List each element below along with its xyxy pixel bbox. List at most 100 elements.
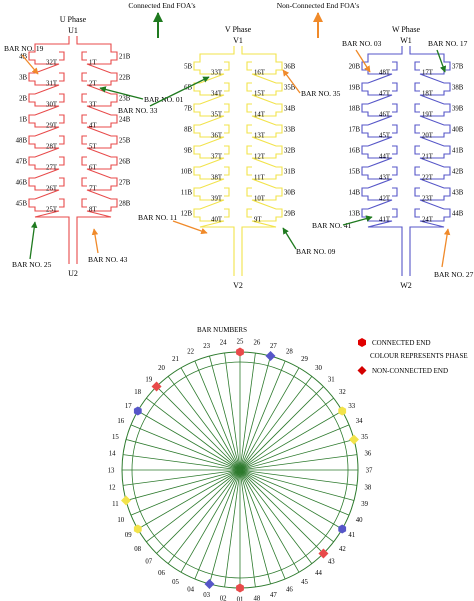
bar-number-label: 39 <box>361 501 368 508</box>
v-phase-winding: V Phase V1 V2 5B 6B 7B 8B 9B 10B 11B 12B 33T 34T 3… <box>181 25 296 290</box>
coil-turn <box>59 135 65 145</box>
bar-label-right-outer: 40B <box>452 127 464 134</box>
callout-bar-35: BAR NO. 35 <box>301 89 341 98</box>
bar-label-left-inner: 42T <box>379 196 391 203</box>
coil-turn <box>59 72 65 82</box>
bar-label-left-outer: 48B <box>16 138 28 145</box>
bar-label-left-outer: 20B <box>349 64 361 71</box>
coil-turn <box>81 156 87 166</box>
legend-connected-label: Connected End FOA's <box>128 1 195 10</box>
bar-spoke <box>137 469 241 530</box>
winding-right-coil <box>76 36 118 264</box>
coil-turn <box>81 93 87 103</box>
bar-label-left-inner: 48T <box>379 70 391 77</box>
coil-turn <box>392 103 398 113</box>
bar-number-label: 29 <box>301 356 308 363</box>
coil-turn <box>81 51 87 61</box>
coil-turn <box>392 61 398 71</box>
bar-number-label: 30 <box>315 365 322 372</box>
connected-end-marker <box>133 406 142 416</box>
bar-number-label: 06 <box>158 570 165 577</box>
bar-number-label: 25 <box>237 339 244 346</box>
w-phase-title: W Phase <box>392 25 421 34</box>
bar-spoke <box>224 352 241 471</box>
bar-label-left-inner: 43T <box>379 175 391 182</box>
bar-number-label: 10 <box>117 517 124 524</box>
bar-label-left-inner: 38T <box>211 175 223 182</box>
bar-number-label: 24 <box>220 340 227 347</box>
winding-left-coil <box>361 46 403 276</box>
bar-label-right-inner: 12T <box>254 154 266 161</box>
u-phase-top-terminal: U1 <box>68 26 78 35</box>
bar-label-right-outer: 36B <box>284 64 296 71</box>
diamond-legend-icon <box>357 366 367 375</box>
bar-label-left-outer: 8B <box>184 127 192 134</box>
coil-turn <box>81 135 87 145</box>
bar-spoke <box>130 469 241 516</box>
bar-number-label: 21 <box>172 356 179 363</box>
bar-spoke <box>239 469 358 486</box>
callout-bar-41-arrow <box>342 215 373 226</box>
bar-label-left-inner: 40T <box>211 217 223 224</box>
bar-label-left-inner: 35T <box>211 112 223 119</box>
callout-bar-19: BAR NO. 19 <box>4 44 44 53</box>
bar-spoke <box>239 469 334 543</box>
bar-number-label: 11 <box>112 501 119 508</box>
bar-spoke <box>239 410 343 471</box>
bottom-legend: CONNECTED END COLOUR REPRESENTS PHASE NO… <box>357 338 468 375</box>
bar-label-right-outer: 30B <box>284 190 296 197</box>
coil-turn <box>246 61 252 71</box>
bar-label-left-outer: 6B <box>184 85 192 92</box>
bar-label-right-inner: 20T <box>422 133 434 140</box>
connected-end-marker <box>338 524 347 534</box>
coil-turn <box>414 82 420 92</box>
bar-number-label: 44 <box>315 570 322 577</box>
bar-number-label: 37 <box>366 468 373 475</box>
bar-label-left-inner: 30T <box>46 102 58 109</box>
bar-spoke <box>239 469 324 554</box>
bar-spoke <box>239 360 286 471</box>
coil-turn <box>392 124 398 134</box>
bar-label-left-inner: 27T <box>46 165 58 172</box>
callout-bar-11-arrow <box>172 220 208 235</box>
coil-turn <box>246 166 252 176</box>
bar-number-label: 40 <box>356 517 363 524</box>
bar-label-right-outer: 38B <box>452 85 464 92</box>
bar-label-left-outer: 19B <box>349 85 361 92</box>
callout-bar-27-arrow <box>441 228 451 268</box>
bar-number-label: 16 <box>117 418 124 425</box>
bar-spoke <box>130 424 241 471</box>
bar-label-right-outer: 37B <box>452 64 464 71</box>
legend-connected-end: CONNECTED END <box>372 339 431 347</box>
bar-label-right-inner: 24T <box>422 217 434 224</box>
w-phase-top-terminal: W1 <box>400 36 412 45</box>
bar-spoke <box>224 469 241 588</box>
bar-spoke <box>180 469 241 573</box>
bar-label-left-outer: 3B <box>19 75 27 82</box>
bar-spoke <box>209 469 241 585</box>
winding-right-coil <box>241 46 283 276</box>
callout-bar-11: BAR NO. 11 <box>138 213 177 222</box>
bar-label-right-inner: 22T <box>422 175 434 182</box>
bar-label-right-inner: 16T <box>254 70 266 77</box>
connected-end-marker <box>236 347 244 357</box>
bar-spoke <box>146 397 241 471</box>
bar-label-left-inner: 36T <box>211 133 223 140</box>
callout-bar-43-arrow <box>91 228 99 254</box>
bar-spoke <box>239 439 355 471</box>
coil-turn <box>414 124 420 134</box>
bar-number-label: 02 <box>220 595 227 601</box>
bar-label-right-outer: 35B <box>284 85 296 92</box>
bar-number-label: 19 <box>145 376 152 383</box>
coil-turn <box>59 51 65 61</box>
bar-label-right-outer: 23B <box>119 96 131 103</box>
callout-bar-17: BAR NO. 17 <box>428 39 468 48</box>
bar-label-left-outer: 45B <box>16 201 28 208</box>
callout-bar-17-arrow <box>436 49 447 73</box>
bar-spoke <box>125 439 241 471</box>
bar-label-left-inner: 47T <box>379 91 391 98</box>
bar-label-left-outer: 11B <box>181 190 193 197</box>
bar-number-label: 38 <box>365 484 372 491</box>
